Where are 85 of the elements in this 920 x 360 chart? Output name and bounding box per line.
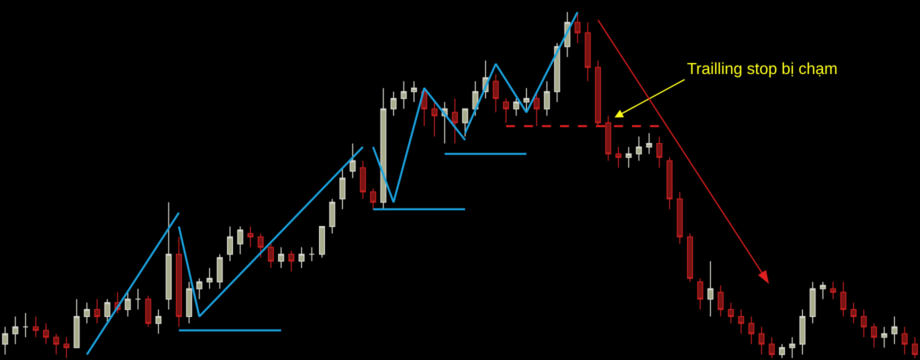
candlestick xyxy=(850,302,857,324)
candlestick xyxy=(574,12,581,44)
candlestick xyxy=(390,91,397,116)
candlestick xyxy=(513,98,520,116)
candlestick xyxy=(278,246,284,269)
candlestick xyxy=(176,236,182,328)
candlestick xyxy=(523,88,530,113)
candlestick xyxy=(84,302,90,324)
candlestick xyxy=(206,268,213,290)
candlestick xyxy=(308,246,315,262)
candlestick xyxy=(810,281,816,324)
candlestick xyxy=(646,132,652,154)
candlestick xyxy=(400,80,407,110)
candlestick xyxy=(186,281,192,324)
candlestick xyxy=(63,336,70,358)
candlestick xyxy=(258,232,264,258)
candlestick xyxy=(462,108,468,138)
candlestick xyxy=(247,226,254,248)
candlestick xyxy=(53,333,60,356)
candlestick xyxy=(22,312,29,338)
candlestick xyxy=(697,278,704,310)
candlestick xyxy=(237,226,244,255)
candlestick xyxy=(288,250,294,272)
candlestick xyxy=(830,281,836,300)
candlestick xyxy=(707,260,714,317)
candlestick xyxy=(74,298,80,348)
candlestick xyxy=(360,160,366,200)
candlestick xyxy=(779,344,785,358)
candlestick xyxy=(268,243,274,269)
candlestick xyxy=(227,226,233,262)
candlestick xyxy=(492,74,499,113)
candlestick xyxy=(155,309,162,334)
candlestick xyxy=(748,316,754,345)
candlestick xyxy=(411,80,417,102)
candlestick xyxy=(166,202,172,310)
candlestick xyxy=(370,188,376,210)
candlestick xyxy=(216,254,223,290)
candlestick xyxy=(626,146,632,168)
candlestick xyxy=(881,326,888,348)
candlestick xyxy=(595,60,601,127)
candlestick xyxy=(554,42,560,102)
candlestick xyxy=(544,80,550,116)
candlestick xyxy=(380,88,386,210)
candlestick xyxy=(718,284,724,317)
candlestick xyxy=(2,326,8,356)
candlestick xyxy=(472,80,478,116)
candlestick xyxy=(135,288,141,310)
candlestick xyxy=(605,115,612,162)
candlestick xyxy=(124,292,131,317)
candlestick xyxy=(656,136,662,168)
candlestick xyxy=(298,246,305,269)
candlestick xyxy=(196,278,202,300)
candlestick xyxy=(145,295,152,328)
candlestick xyxy=(768,336,775,358)
candlestick xyxy=(319,226,325,258)
candlestick xyxy=(902,326,908,356)
candlestick xyxy=(636,136,642,162)
candlestick xyxy=(912,336,918,358)
candlestick xyxy=(350,142,356,179)
candlestick xyxy=(860,309,867,338)
candlestick xyxy=(758,326,765,356)
annotation: Trailling stop bị chạm xyxy=(687,61,838,78)
candlestick xyxy=(799,309,806,356)
candlestick xyxy=(12,316,18,345)
candlestick xyxy=(840,281,846,317)
candlestick xyxy=(452,98,458,144)
candlestick xyxy=(789,336,796,358)
candlestick xyxy=(43,322,49,345)
candlestick xyxy=(666,156,673,210)
candlestick xyxy=(687,232,693,282)
candlestick xyxy=(676,191,683,244)
candlestick xyxy=(615,146,622,168)
candlestick xyxy=(728,302,734,324)
candlestick xyxy=(339,167,346,210)
candlestick xyxy=(329,198,336,234)
candlestick xyxy=(738,309,744,334)
candlestick xyxy=(104,298,110,324)
candlestick xyxy=(891,316,898,345)
candlestick xyxy=(431,101,438,138)
candlestick xyxy=(94,298,100,324)
candlestick xyxy=(32,316,39,338)
candlestick xyxy=(820,281,826,300)
candlestick xyxy=(584,22,591,82)
candlestick xyxy=(871,322,877,348)
candlestick xyxy=(503,98,509,124)
